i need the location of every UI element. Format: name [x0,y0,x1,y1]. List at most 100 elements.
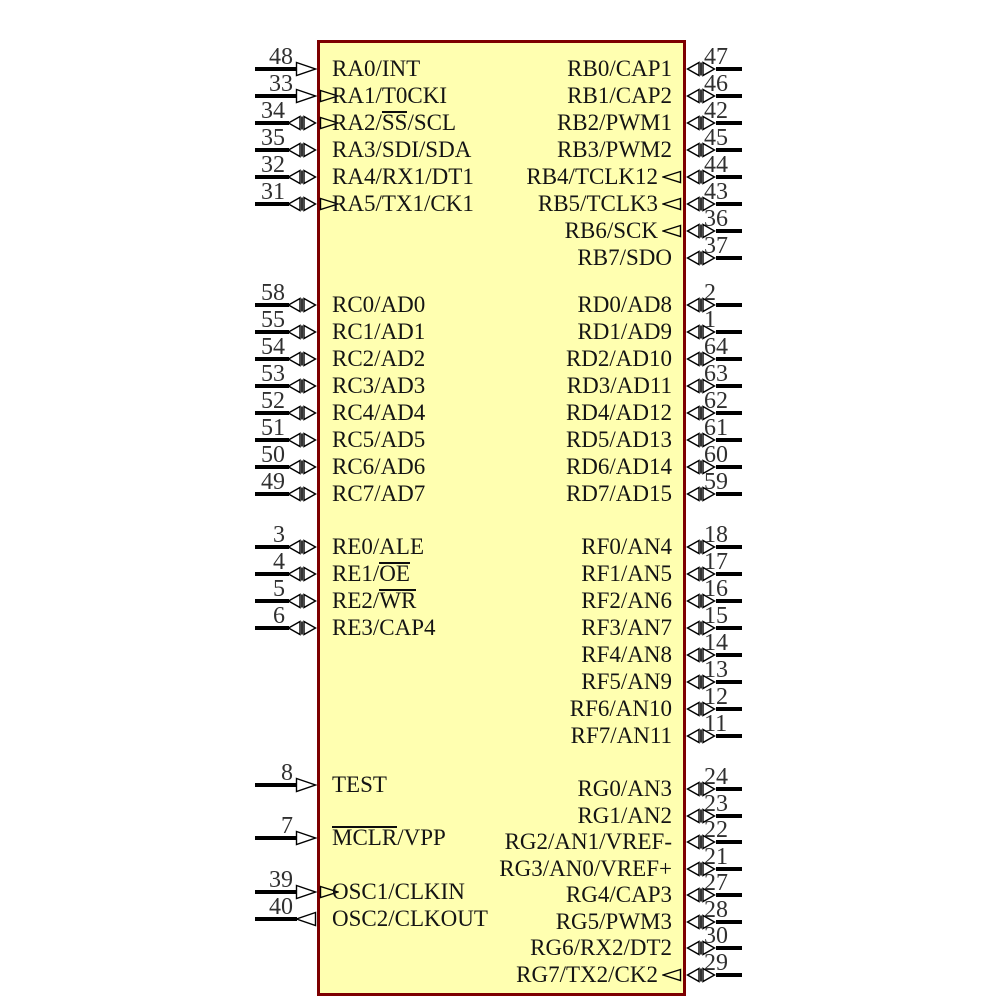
pin-label: RB4/TCLK12 [330,163,658,191]
pin-label: RC6/AD6 [332,453,425,481]
pin-label: RF1/AN5 [330,560,672,588]
pin-label-segment: RF1/AN5 [581,561,672,586]
pin-line [255,572,289,576]
pin-label: RF3/AN7 [330,614,672,642]
pin-arrow-bidirectional-icon [686,940,716,956]
pin-number: 6 [273,603,285,629]
pin-arrow-bidirectional-icon [686,351,716,367]
pin-line [255,890,297,894]
pin-label: RB0/CAP1 [330,55,672,83]
pin-number: 11 [704,711,728,737]
pin-number: 54 [261,334,285,360]
pin-label: RG5/PWM3 [330,908,672,936]
pin-label: RC7/AD7 [332,480,425,508]
pin-number: 53 [261,361,285,387]
pin-label: OSC2/CLKOUT [332,905,488,933]
pin-arrow-bidirectional-icon [287,432,317,448]
pin-arrow-bidirectional-icon [686,728,716,744]
pin-line [255,67,297,71]
pin-label: RB1/CAP2 [330,82,672,110]
pin-label-segment: RC2/AD2 [332,346,426,371]
pin-line [716,384,742,388]
pin-line [716,707,742,711]
pin-label: RG0/AN3 [330,775,672,803]
pin-label-segment-active-low: OE [379,561,410,586]
pin-label-segment: RF2/AN6 [581,588,672,613]
pin-label-segment: RC0/AD0 [332,292,426,317]
pin-label: RD5/AD13 [330,426,672,454]
pin-arrow-bidirectional-icon [287,169,317,185]
pin-label: RF6/AN10 [330,695,672,723]
pin-arrow-output-icon [295,911,317,927]
pin-line [255,94,297,98]
pin-arrow-input-icon [295,830,317,846]
pin-label-segment: RD0/AD8 [577,292,672,317]
pin-line [716,867,742,871]
pin-number: 52 [261,388,285,414]
pin-line [255,303,289,307]
pin-line [255,330,289,334]
pin-label: RA5/TX1/CK1 [332,190,474,218]
pin-line [255,917,297,921]
pin-label-segment: RE2/ [332,588,380,613]
pin-label: RB2/PWM1 [330,109,672,137]
pin-line [255,121,289,125]
pin-line [716,492,742,496]
pin-arrow-bidirectional-icon [686,196,716,212]
pin-arrow-input-icon [295,61,317,77]
pin-line [716,330,742,334]
pin-arrow-bidirectional-icon [686,620,716,636]
pin-arrow-bidirectional-icon [686,701,716,717]
pin-line [716,680,742,684]
pin-arrow-bidirectional-icon [287,486,317,502]
pin-arrow-bidirectional-icon [686,834,716,850]
pin-label: RB7/SDO [330,244,672,272]
pin-label: RD6/AD14 [330,453,672,481]
pin-arrow-bidirectional-icon [686,378,716,394]
pin-line [716,357,742,361]
pin-label: RD7/AD15 [330,480,672,508]
pin-number: 55 [261,307,285,333]
pin-arrow-bidirectional-icon [287,142,317,158]
pin-label-segment: RB5/TCLK3 [537,191,658,216]
pin-arrow-bidirectional-icon [686,459,716,475]
pin-label: RB6/SCK [330,217,658,245]
pin-label-segment: RB1/CAP2 [567,83,672,108]
pin-label-segment: RB2/PWM1 [556,110,672,135]
pin-label-segment: RG4/CAP3 [565,882,672,907]
pin-label-segment: RF6/AN10 [569,696,672,721]
pin-inner-arrow-icon [319,116,339,130]
pin-label: RD0/AD8 [330,291,672,319]
pin-inner-arrow-icon [662,170,682,184]
pin-arrow-bidirectional-icon [686,432,716,448]
pin-line [255,148,289,152]
pin-line [716,121,742,125]
pin-number: 2 [704,280,716,306]
pin-number: 5 [273,576,285,602]
pin-label-segment: RE0/ALE [332,534,424,559]
pin-label: RF5/AN9 [330,668,672,696]
pin-label: RE3/CAP4 [332,614,436,642]
pin-label-segment: RC1/AD1 [332,319,426,344]
pin-arrow-bidirectional-icon [287,297,317,313]
pin-label-segment: RC3/AD3 [332,373,426,398]
pin-arrow-bidirectional-icon [686,781,716,797]
chip-body [317,40,686,996]
pin-label: RB5/TCLK3 [330,190,658,218]
pin-line [716,973,742,977]
pin-label-segment: RB3/PWM2 [556,137,672,162]
pin-arrow-bidirectional-icon [686,967,716,983]
pin-label: RC5/AD5 [332,426,425,454]
pin-arrow-bidirectional-icon [686,324,716,340]
pin-label: RG7/TX2/CK2 [330,961,658,989]
pin-label-segment: RD1/AD9 [577,319,672,344]
pin-label: RF0/AN4 [330,533,672,561]
pin-inner-arrow-icon [662,224,682,238]
pin-label-segment: RC6/AD6 [332,454,426,479]
pin-label: OSC1/CLKIN [332,878,465,906]
pin-label: RG2/AN1/VREF- [330,828,672,856]
pin-label-segment: RD4/AD12 [565,400,672,425]
pin-arrow-bidirectional-icon [287,620,317,636]
pin-label-segment: RG5/PWM3 [555,909,672,934]
